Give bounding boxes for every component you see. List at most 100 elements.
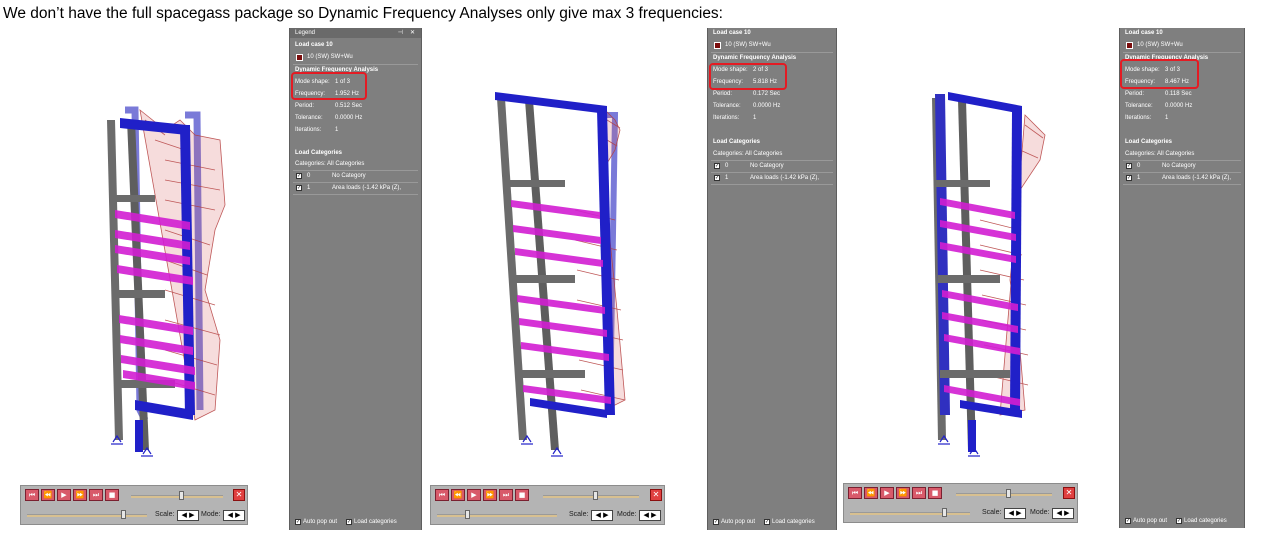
category-name: No Category — [1162, 163, 1196, 169]
load-case-swatch — [714, 42, 721, 49]
frame-slider[interactable] — [437, 510, 557, 519]
category-checkbox[interactable]: ✓ — [1126, 175, 1132, 181]
mode-label: Mode: — [201, 511, 221, 518]
auto-pop-out-checkbox[interactable]: ✓ — [713, 519, 719, 525]
auto-pop-out-label: Auto pop out — [1133, 518, 1168, 524]
mode-spinner[interactable]: ◀ ▶ — [1052, 508, 1074, 519]
analysis-heading: Dynamic Frequency Analysis — [713, 55, 797, 61]
legend-panel-3: Load case 10 10 (SW) SW+Wu Dynamic Frequ… — [1119, 28, 1245, 528]
floor-slabs — [115, 210, 195, 390]
frequency-value: 8.467 Hz — [1165, 79, 1190, 85]
load-categories-checkbox[interactable]: ✓ — [1176, 518, 1182, 524]
structure-view-mode-1[interactable] — [15, 80, 295, 457]
category-checkbox[interactable]: ✓ — [1126, 163, 1132, 169]
load-categories-heading: Load Categories — [295, 150, 343, 156]
auto-pop-out-checkbox[interactable]: ✓ — [295, 519, 301, 525]
mode-spinner[interactable]: ◀ ▶ — [639, 510, 661, 521]
previous-frame-button[interactable]: ⏪ — [451, 489, 465, 501]
legend-titlebar: Legend ⊣ ✕ — [290, 28, 421, 38]
frame-slider[interactable] — [850, 508, 970, 517]
highlight-box — [291, 72, 367, 100]
period-label: Period: — [1125, 91, 1145, 97]
last-frame-button[interactable]: ⏭ — [499, 489, 513, 501]
load-case-item[interactable]: 10 (SW) SW+Wu — [725, 42, 771, 48]
load-categories-checkbox[interactable]: ✓ — [346, 519, 352, 525]
auto-pop-out-checkbox[interactable]: ✓ — [1125, 518, 1131, 524]
first-frame-button[interactable]: ⏮ — [25, 489, 39, 501]
mode-spinner[interactable]: ◀ ▶ — [223, 510, 245, 521]
next-frame-button[interactable]: ⏩ — [73, 489, 87, 501]
stop-button[interactable]: ■ — [105, 489, 119, 501]
load-categories-label: Load categories — [354, 519, 397, 525]
frequency-value: 1.952 Hz — [335, 91, 360, 97]
category-checkbox[interactable]: ✓ — [714, 175, 720, 181]
play-button[interactable]: ▶ — [880, 487, 894, 499]
frame-slider[interactable] — [27, 510, 147, 519]
close-icon[interactable]: ✕ — [650, 489, 662, 501]
speed-slider[interactable] — [131, 491, 223, 500]
first-frame-button[interactable]: ⏮ — [435, 489, 449, 501]
first-frame-button[interactable]: ⏮ — [848, 487, 862, 499]
load-categories-checkbox[interactable]: ✓ — [764, 519, 770, 525]
scale-label: Scale: — [569, 511, 589, 518]
category-checkbox[interactable]: ✓ — [296, 173, 302, 179]
speed-slider[interactable] — [543, 491, 639, 500]
category-checkbox[interactable]: ✓ — [714, 163, 720, 169]
period-value: 0.118 Sec — [1165, 91, 1192, 97]
auto-pop-out-label: Auto pop out — [303, 519, 338, 525]
mode-shape-label: Mode shape: — [295, 79, 330, 85]
mode-shape-label: Mode shape: — [713, 67, 748, 73]
last-frame-button[interactable]: ⏭ — [912, 487, 926, 499]
category-id: 1 — [1137, 175, 1141, 181]
categories-label: Categories: All Categories — [713, 151, 783, 157]
structure-view-mode-3[interactable] — [840, 80, 1120, 457]
close-icon[interactable]: ✕ — [233, 489, 245, 501]
stop-button[interactable]: ■ — [515, 489, 529, 501]
frequency-label: Frequency: — [1125, 79, 1156, 85]
top-beam-blue — [120, 118, 187, 135]
tolerance-value: 0.0000 Hz — [1165, 103, 1193, 109]
categories-label: Categories: All Categories — [1125, 151, 1195, 157]
category-id: 0 — [307, 173, 311, 179]
load-case-item[interactable]: 10 (SW) SW+Wu — [1137, 42, 1183, 48]
category-name: No Category — [332, 173, 366, 179]
legend-panel-1: Legend ⊣ ✕ Load case 10 10 (SW) SW+Wu Dy… — [289, 28, 422, 530]
scale-spinner[interactable]: ◀ ▶ — [177, 510, 199, 521]
scale-spinner[interactable]: ◀ ▶ — [1004, 508, 1026, 519]
speed-slider[interactable] — [956, 489, 1052, 498]
categories-label: Categories: All Categories — [295, 161, 365, 167]
highlight-box — [1120, 59, 1199, 89]
tolerance-value: 0.0000 Hz — [335, 115, 363, 121]
close-icon[interactable]: ✕ — [409, 30, 415, 36]
mode-shape-value: 2 of 3 — [753, 67, 769, 73]
previous-frame-button[interactable]: ⏪ — [864, 487, 878, 499]
stop-button[interactable]: ■ — [928, 487, 942, 499]
period-value: 0.172 Sec — [753, 91, 781, 97]
analysis-heading: Dynamic Frequency Analysis — [295, 67, 379, 73]
category-checkbox[interactable]: ✓ — [296, 185, 302, 191]
tolerance-label: Tolerance: — [295, 115, 323, 121]
iterations-value: 1 — [335, 127, 339, 133]
grey-column — [107, 120, 123, 440]
animation-controls: ⏮ ⏪ ▶ ⏩ ⏭ ■ ✕ Scale: ◀ ▶ Mode: ◀ ▶ — [20, 485, 248, 525]
load-categories-label: Load categories — [772, 519, 815, 525]
next-frame-button[interactable]: ⏩ — [896, 487, 910, 499]
play-button[interactable]: ▶ — [467, 489, 481, 501]
back-column-blue-right — [185, 111, 204, 411]
tolerance-label: Tolerance: — [713, 103, 741, 109]
frame-3d-model — [932, 92, 1046, 457]
next-frame-button[interactable]: ⏩ — [483, 489, 497, 501]
animation-controls: ⏮ ⏪ ▶ ⏩ ⏭ ■ ✕ Scale: ◀ ▶ Mode: ◀ ▶ — [843, 483, 1078, 523]
category-name: Area loads (-1.42 kPa (Z), — [1162, 175, 1232, 181]
tolerance-label: Tolerance: — [1125, 103, 1153, 109]
support-icon — [111, 434, 153, 457]
last-frame-button[interactable]: ⏭ — [89, 489, 103, 501]
previous-frame-button[interactable]: ⏪ — [41, 489, 55, 501]
close-icon[interactable]: ✕ — [1063, 487, 1075, 499]
load-case-item[interactable]: 10 (SW) SW+Wu — [307, 54, 353, 60]
play-button[interactable]: ▶ — [57, 489, 71, 501]
structure-view-mode-2[interactable] — [425, 80, 705, 457]
scale-spinner[interactable]: ◀ ▶ — [591, 510, 613, 521]
category-id: 0 — [1137, 163, 1141, 169]
pin-icon[interactable]: ⊣ — [397, 30, 403, 36]
